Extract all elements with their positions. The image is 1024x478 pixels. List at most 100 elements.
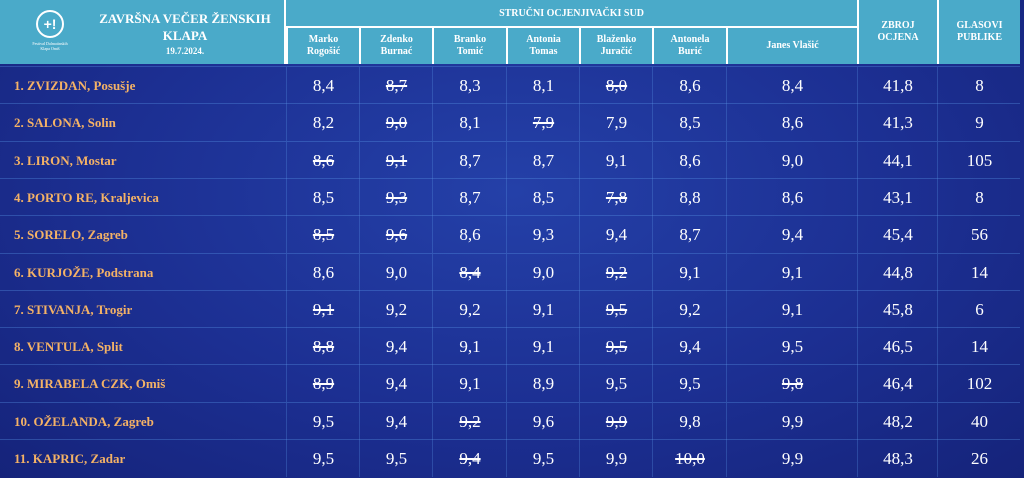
- score-cell: 8,7: [652, 216, 727, 254]
- score-cell: 9,5: [579, 365, 653, 403]
- score-cell: 9,2: [432, 290, 507, 328]
- score-cell: 8,6: [726, 178, 858, 216]
- score-cell: 8,6: [432, 216, 507, 254]
- judge-header: Janes Vlašić: [726, 28, 857, 64]
- total-score: 48,3: [857, 440, 938, 477]
- score-cell: 9,4: [359, 402, 433, 440]
- score-cell-discarded: 8,5: [286, 216, 360, 254]
- score-cell: 9,1: [579, 141, 653, 179]
- klapa-name: 7. STIVANJA, Trogir: [14, 301, 133, 317]
- score-cell: 9,4: [726, 216, 858, 254]
- audience-votes: 14: [937, 328, 1021, 366]
- score-cell: 9,0: [726, 141, 858, 179]
- score-cell: 9,1: [506, 328, 580, 366]
- klapa-name: 3. LIRON, Mostar: [14, 152, 117, 168]
- score-cell: 7,9: [579, 104, 653, 142]
- score-cell: 9,3: [506, 216, 580, 254]
- score-cell-discarded: 9,9: [579, 402, 653, 440]
- score-cell-discarded: 10,0: [652, 440, 727, 477]
- score-cell: 9,5: [359, 440, 433, 477]
- klapa-name: 9. MIRABELA CZK, Omiš: [14, 376, 166, 392]
- score-cell: 9,1: [432, 328, 507, 366]
- score-cell-discarded: 8,4: [432, 253, 507, 291]
- klapa-name: 2. SALONA, Solin: [14, 115, 116, 131]
- logo-text: Festival Dalmatinskih Klapa Omiš: [32, 41, 68, 51]
- klapa-name: 1. ZVIZDAN, Posušje: [14, 78, 136, 93]
- score-cell: 9,8: [652, 402, 727, 440]
- audience-votes: 56: [937, 216, 1021, 254]
- score-cell-discarded: 9,2: [432, 402, 507, 440]
- score-cell: 9,4: [652, 328, 727, 366]
- score-cell: 8,4: [286, 67, 360, 104]
- score-cell: 8,7: [432, 178, 507, 216]
- total-score: 45,8: [857, 290, 938, 328]
- score-cell: 8,9: [506, 365, 580, 403]
- table-row: 1. ZVIZDAN, Posušje 8,4 8,7 8,3 8,1 8,0 8,6 8,4…: [0, 66, 1020, 104]
- score-cell: 9,0: [359, 253, 433, 291]
- score-cell: 8,5: [286, 178, 360, 216]
- score-cell-discarded: 9,8: [726, 365, 858, 403]
- judge-header: Antonela Burić: [652, 28, 726, 64]
- title-cell: +! Festival Dalmatinskih Klapa Omiš ZAVR…: [0, 0, 286, 64]
- table-row: 4. PORTO RE, Kraljevica 8,5 9,3 8,7 8,5 7,8 8,…: [0, 177, 1021, 216]
- audience-votes: 102: [937, 365, 1021, 403]
- score-cell: 9,0: [506, 253, 580, 291]
- score-cell: 8,6: [286, 253, 360, 291]
- table-row: 3. LIRON, Mostar 8,6 9,1 8,7 8,7 9,1 8,6 9,0 44,…: [0, 140, 1020, 179]
- score-cell-discarded: 9,5: [579, 290, 653, 328]
- score-cell: 9,9: [726, 440, 858, 477]
- score-cell-discarded: 9,1: [286, 290, 360, 328]
- total-score: 46,4: [857, 365, 938, 403]
- table-row: 10. OŽELANDA, Zagreb 9,5 9,4 9,2 9,6 9,9 9,8 9,…: [0, 401, 1020, 440]
- table-row: 7. STIVANJA, Trogir 9,1 9,2 9,2 9,1 9,5 9,2 9,1…: [0, 289, 1020, 328]
- score-cell: 9,2: [652, 290, 727, 328]
- klapa-name: 11. KAPRIC, Zadar: [14, 451, 126, 466]
- total-score: 44,1: [857, 141, 938, 179]
- logo-icon: +!: [36, 10, 64, 38]
- score-cell: 9,4: [359, 365, 433, 403]
- score-cell: 8,6: [726, 104, 858, 142]
- total-score: 48,2: [857, 402, 938, 440]
- festival-logo: +! Festival Dalmatinskih Klapa Omiš: [30, 10, 70, 51]
- score-cell-discarded: 9,0: [359, 104, 433, 142]
- score-cell: 8,6: [652, 67, 727, 104]
- score-cell-discarded: 7,9: [506, 104, 580, 142]
- event-title: ZAVRŠNA VEČER ŽENSKIH KLAPA: [99, 11, 271, 43]
- audience-votes: 8: [937, 178, 1021, 216]
- judge-header: Blaženko Juračić: [579, 28, 652, 64]
- klapa-name: 10. OŽELANDA, Zagreb: [14, 413, 154, 429]
- table-row: 11. KAPRIC, Zadar 9,5 9,5 9,4 9,5 9,9 10,0 9,9 4…: [0, 439, 1020, 477]
- table-row: 9. MIRABELA CZK, Omiš 8,9 9,4 9,1 8,9 9,5 9,5 9…: [0, 364, 1021, 403]
- audience-votes: 26: [937, 440, 1021, 477]
- score-cell-discarded: 7,8: [579, 178, 653, 216]
- votes-header: GLASOVI PUBLIKE: [937, 0, 1020, 64]
- score-cell: 8,7: [506, 141, 580, 179]
- score-cell: 9,5: [506, 440, 580, 477]
- score-cell: 9,1: [506, 290, 580, 328]
- event-date: 19.7.2024.: [165, 46, 205, 56]
- score-cell: 8,8: [652, 178, 727, 216]
- score-cell-discarded: 8,8: [286, 328, 360, 366]
- total-score: 41,8: [857, 67, 938, 104]
- score-cell: 8,3: [432, 67, 507, 104]
- table-row: 6. KURJOŽE, Podstrana 8,6 9,0 8,4 9,0 9,2 9,1 9…: [0, 252, 1020, 291]
- score-cell: 8,7: [432, 141, 507, 179]
- score-cell-discarded: 9,6: [359, 216, 433, 254]
- score-cell-discarded: 8,9: [286, 365, 360, 403]
- score-cell: 9,2: [359, 290, 433, 328]
- score-cell: 9,1: [726, 290, 858, 328]
- klapa-name: 4. PORTO RE, Kraljevica: [14, 189, 159, 205]
- score-cell-discarded: 9,1: [359, 141, 433, 179]
- score-cell-discarded: 8,0: [579, 67, 653, 104]
- judge-header: Zdenko Burnać: [359, 28, 432, 64]
- score-cell: 9,5: [652, 365, 727, 403]
- score-cell: 8,1: [432, 104, 507, 142]
- score-cell: 9,1: [726, 253, 858, 291]
- score-cell-discarded: 8,6: [286, 141, 360, 179]
- score-cell: 9,4: [359, 328, 433, 366]
- table-row: 2. SALONA, Solin 8,2 9,0 8,1 7,9 7,9 8,5 8,6 41,…: [0, 103, 1020, 142]
- score-cell: 8,4: [726, 67, 858, 104]
- total-score: 41,3: [857, 104, 938, 142]
- total-score: 43,1: [857, 178, 938, 216]
- score-cell-discarded: 9,4: [432, 440, 507, 477]
